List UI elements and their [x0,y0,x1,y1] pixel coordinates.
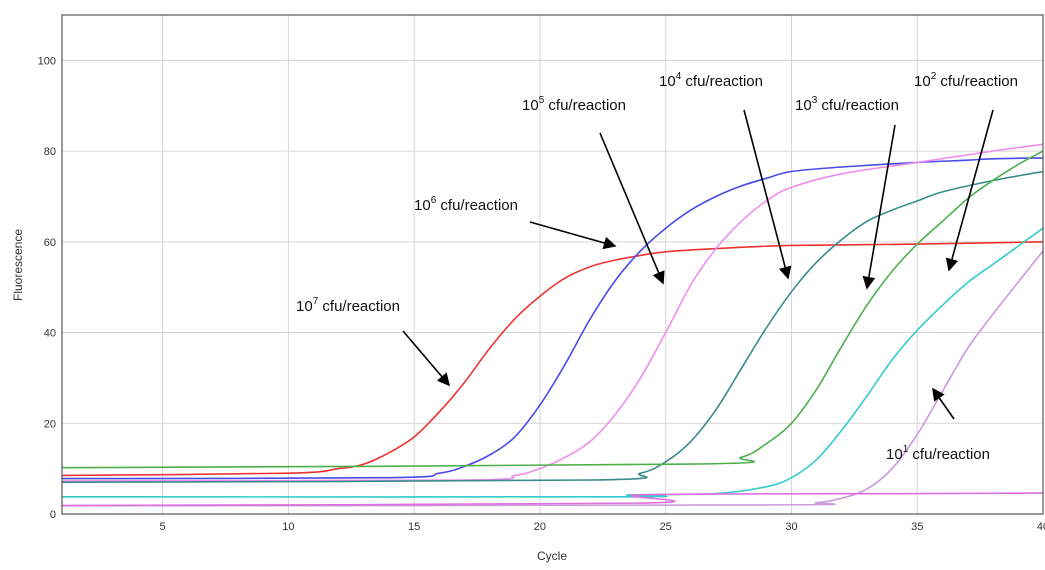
x-tick-label-5: 5 [160,521,166,533]
annotation-label-6: 106 cfu/reaction [414,195,518,214]
annotation-3: 103 cfu/reaction [795,95,899,290]
y-tick-label-80: 80 [44,146,56,158]
annotation-arrow-3 [862,124,896,290]
annotation-label-3: 103 cfu/reaction [795,95,899,114]
annotation-label-5: 105 cfu/reaction [522,95,626,114]
y-tick-label-0: 0 [50,509,56,521]
annotation-arrow-7 [402,330,451,387]
annotation-label-7: 107 cfu/reaction [296,296,400,315]
x-tick-label-30: 30 [785,521,797,533]
annotation-2: 102 cfu/reaction [914,71,1018,272]
annotation-arrow-5 [599,132,665,285]
annotation-1: 101 cfu/reaction [886,387,990,463]
y-tick-label-100: 100 [38,55,56,67]
series-line-flat_pink [61,492,1044,507]
annotation-5: 105 cfu/reaction [522,95,665,285]
annotation-label-1: 101 cfu/reaction [886,444,990,463]
tick-labels: 5 10 15 20 25 30 35 40 0 20 40 60 80 100 [38,55,1045,533]
annotation-arrow-4 [743,109,792,280]
x-tick-label-35: 35 [911,521,923,533]
series-line-pink [61,143,1044,482]
annotation-4: 104 cfu/reaction [659,71,792,280]
series-line-green [61,150,1044,469]
x-axis-title: Cycle [537,549,567,563]
y-tick-label-20: 20 [44,418,56,430]
x-tick-label-25: 25 [660,521,672,533]
annotation-6: 106 cfu/reaction [414,195,617,250]
x-tick-label-10: 10 [282,521,294,533]
series-lines [61,143,1044,507]
series-line-blue [61,157,1044,480]
plot-frame [61,14,1044,515]
annotation-arrow-1 [932,387,955,420]
annotation-label-2: 102 cfu/reaction [914,71,1018,90]
series-line-teal [61,170,1044,483]
x-tick-label-40: 40 [1037,521,1045,533]
annotation-arrow-6 [529,221,617,250]
y-tick-label-60: 60 [44,237,56,249]
x-tick-label-20: 20 [534,521,546,533]
series-line-cyan [61,227,1044,498]
series-line-lilac [61,250,1044,507]
annotation-label-4: 104 cfu/reaction [659,71,763,90]
x-tick-label-15: 15 [408,521,420,533]
y-axis-title: Fluorescence [11,229,25,301]
y-tick-label-40: 40 [44,328,56,340]
annotation-arrow-2 [945,109,994,272]
annotations: 107 cfu/reaction 106 cfu/reaction 105 cfu/… [296,71,1018,463]
annotation-7: 107 cfu/reaction [296,296,451,387]
